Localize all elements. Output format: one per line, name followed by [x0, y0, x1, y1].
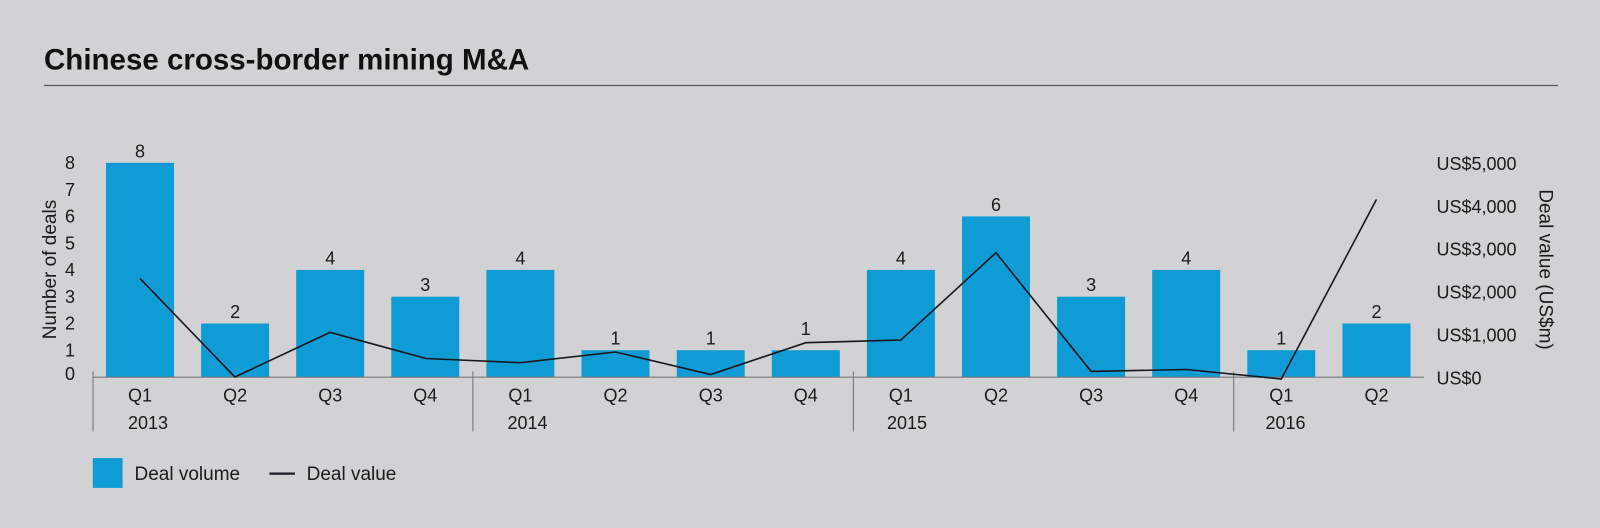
svg-text:2016: 2016: [1265, 413, 1305, 433]
svg-text:Deal value (US$m): Deal value (US$m): [1535, 189, 1556, 350]
svg-text:1: 1: [65, 341, 75, 361]
svg-text:Deal value: Deal value: [307, 464, 397, 485]
svg-text:Number of deals: Number of deals: [40, 200, 61, 339]
svg-text:US$2,000: US$2,000: [1437, 283, 1517, 303]
svg-text:US$0: US$0: [1437, 368, 1482, 388]
svg-text:7: 7: [65, 180, 75, 200]
svg-text:4: 4: [65, 260, 75, 280]
svg-text:US$1,000: US$1,000: [1437, 325, 1517, 345]
svg-text:Q4: Q4: [413, 385, 437, 405]
svg-text:4: 4: [515, 248, 525, 268]
svg-text:6: 6: [65, 207, 75, 227]
svg-text:2: 2: [1371, 302, 1381, 322]
svg-text:2: 2: [65, 314, 75, 334]
svg-text:Q1: Q1: [1269, 385, 1293, 405]
svg-text:Q2: Q2: [603, 385, 627, 405]
svg-text:Deal volume: Deal volume: [135, 464, 241, 485]
svg-text:2: 2: [230, 302, 240, 322]
svg-text:1: 1: [706, 329, 716, 349]
svg-text:Q1: Q1: [508, 385, 532, 405]
svg-text:2013: 2013: [128, 413, 168, 433]
svg-text:Q3: Q3: [1079, 385, 1103, 405]
svg-text:US$5,000: US$5,000: [1437, 154, 1517, 174]
svg-text:3: 3: [420, 275, 430, 295]
svg-text:Q2: Q2: [984, 385, 1008, 405]
svg-text:US$3,000: US$3,000: [1437, 240, 1517, 260]
svg-text:0: 0: [65, 364, 75, 384]
svg-text:Q2: Q2: [223, 385, 247, 405]
svg-text:US$4,000: US$4,000: [1437, 197, 1517, 217]
svg-text:Q4: Q4: [794, 385, 818, 405]
svg-text:Chinese cross-border mining M&: Chinese cross-border mining M&A: [44, 44, 529, 77]
svg-text:4: 4: [896, 248, 906, 268]
svg-text:Q1: Q1: [128, 385, 152, 405]
svg-text:4: 4: [325, 248, 335, 268]
svg-text:2014: 2014: [507, 413, 547, 433]
svg-text:4: 4: [1181, 248, 1191, 268]
svg-text:Q4: Q4: [1174, 385, 1198, 405]
svg-text:Q3: Q3: [318, 385, 342, 405]
svg-text:2015: 2015: [887, 413, 927, 433]
svg-text:8: 8: [65, 153, 75, 173]
svg-text:1: 1: [1276, 329, 1286, 349]
svg-text:3: 3: [1086, 275, 1096, 295]
svg-text:1: 1: [610, 329, 620, 349]
svg-text:Q2: Q2: [1364, 385, 1388, 405]
svg-text:3: 3: [65, 287, 75, 307]
svg-text:Q1: Q1: [889, 385, 913, 405]
svg-text:5: 5: [65, 233, 75, 253]
svg-text:Q3: Q3: [699, 385, 723, 405]
svg-text:6: 6: [991, 195, 1001, 215]
svg-text:1: 1: [801, 319, 811, 339]
svg-text:8: 8: [135, 141, 145, 161]
